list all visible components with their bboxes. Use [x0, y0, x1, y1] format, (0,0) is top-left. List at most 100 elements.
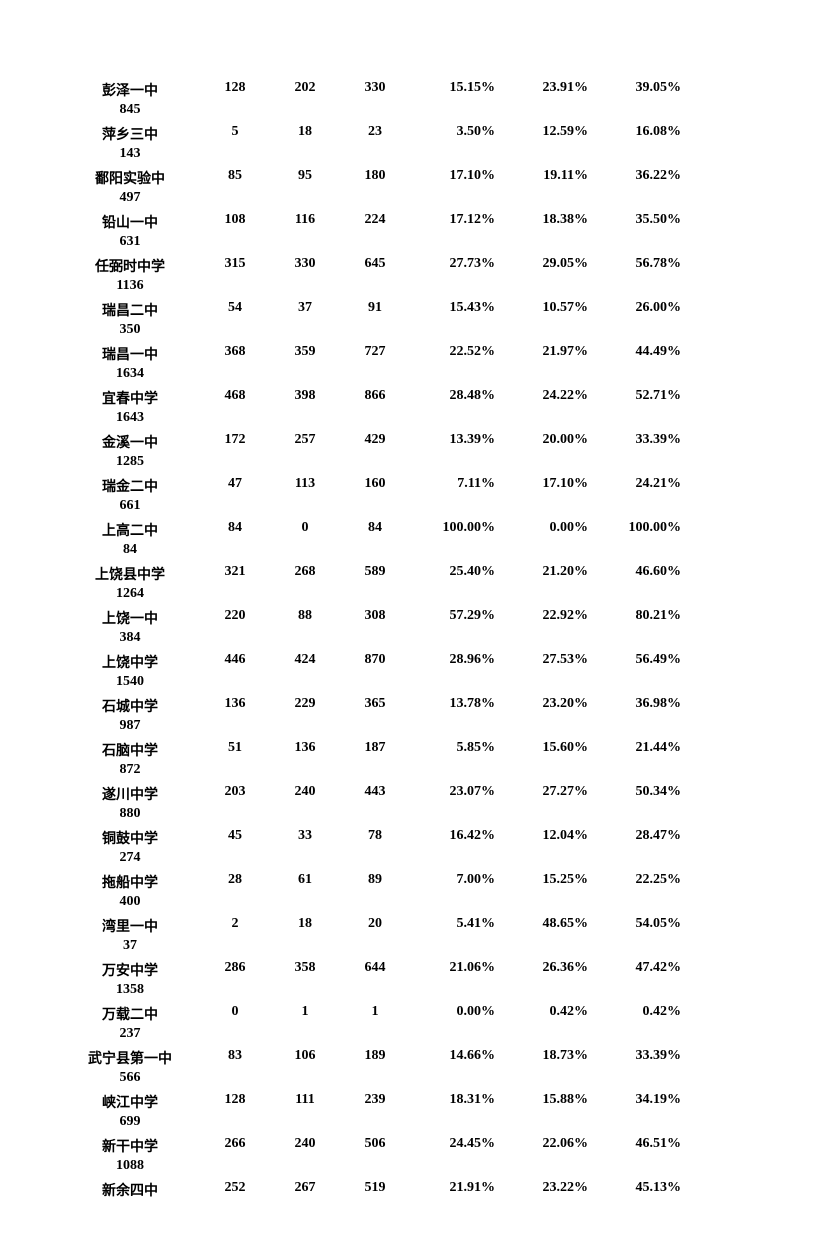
pct-p1: 7.11% — [410, 476, 503, 492]
value-c2: 33 — [270, 828, 340, 844]
pct-p1: 100.00% — [410, 520, 503, 536]
row-sub: 880 — [60, 806, 767, 822]
pct-p2: 0.00% — [503, 520, 596, 536]
school-name: 上饶一中 — [60, 608, 200, 628]
pct-p3: 21.44% — [596, 740, 689, 756]
table-row: 新余四中25226751921.91%23.22%45.13% — [60, 1180, 767, 1200]
pct-p3: 56.78% — [596, 256, 689, 272]
pct-p2: 18.73% — [503, 1048, 596, 1064]
pct-p1: 17.12% — [410, 212, 503, 228]
sub-value: 384 — [60, 630, 200, 646]
sub-value: 1088 — [60, 1158, 200, 1174]
value-c3: 644 — [340, 960, 410, 976]
value-c2: 257 — [270, 432, 340, 448]
row-main: 拖船中学2861897.00%15.25%22.25% — [60, 872, 767, 892]
pct-p2: 27.53% — [503, 652, 596, 668]
value-c3: 589 — [340, 564, 410, 580]
pct-p3: 26.00% — [596, 300, 689, 316]
table-row: 瑞金二中471131607.11%17.10%24.21%661 — [60, 476, 767, 514]
row-main: 石脑中学511361875.85%15.60%21.44% — [60, 740, 767, 760]
sub-value: 1358 — [60, 982, 200, 998]
pct-p1: 21.06% — [410, 960, 503, 976]
row-main: 铅山一中10811622417.12%18.38%35.50% — [60, 212, 767, 232]
pct-p1: 14.66% — [410, 1048, 503, 1064]
school-name: 铜鼓中学 — [60, 828, 200, 848]
value-c3: 870 — [340, 652, 410, 668]
row-main: 石城中学13622936513.78%23.20%36.98% — [60, 696, 767, 716]
sub-value: 400 — [60, 894, 200, 910]
value-c1: 468 — [200, 388, 270, 404]
table-row: 湾里一中218205.41%48.65%54.05%37 — [60, 916, 767, 954]
value-c3: 308 — [340, 608, 410, 624]
value-c2: 240 — [270, 1136, 340, 1152]
sub-value: 987 — [60, 718, 200, 734]
pct-p3: 33.39% — [596, 432, 689, 448]
value-c2: 267 — [270, 1180, 340, 1196]
row-main: 上饶一中2208830857.29%22.92%80.21% — [60, 608, 767, 628]
value-c3: 91 — [340, 300, 410, 316]
value-c1: 368 — [200, 344, 270, 360]
pct-p1: 15.15% — [410, 80, 503, 96]
pct-p2: 22.92% — [503, 608, 596, 624]
pct-p1: 13.78% — [410, 696, 503, 712]
row-main: 萍乡三中518233.50%12.59%16.08% — [60, 124, 767, 144]
pct-p2: 15.60% — [503, 740, 596, 756]
value-c2: 61 — [270, 872, 340, 888]
row-sub: 661 — [60, 498, 767, 514]
value-c3: 20 — [340, 916, 410, 932]
row-sub: 1088 — [60, 1158, 767, 1174]
pct-p3: 54.05% — [596, 916, 689, 932]
value-c3: 23 — [340, 124, 410, 140]
value-c3: 78 — [340, 828, 410, 844]
value-c3: 365 — [340, 696, 410, 712]
school-name: 遂川中学 — [60, 784, 200, 804]
row-main: 新干中学26624050624.45%22.06%46.51% — [60, 1136, 767, 1156]
pct-p3: 44.49% — [596, 344, 689, 360]
pct-p2: 27.27% — [503, 784, 596, 800]
school-name: 武宁县第一中 — [60, 1048, 200, 1068]
school-name: 石城中学 — [60, 696, 200, 716]
sub-value: 872 — [60, 762, 200, 778]
row-sub: 872 — [60, 762, 767, 778]
value-c3: 506 — [340, 1136, 410, 1152]
pct-p3: 52.71% — [596, 388, 689, 404]
value-c3: 180 — [340, 168, 410, 184]
school-name: 上饶中学 — [60, 652, 200, 672]
pct-p2: 48.65% — [503, 916, 596, 932]
value-c1: 315 — [200, 256, 270, 272]
row-main: 铜鼓中学45337816.42%12.04%28.47% — [60, 828, 767, 848]
row-sub: 1136 — [60, 278, 767, 294]
value-c1: 2 — [200, 916, 270, 932]
row-sub: 350 — [60, 322, 767, 338]
pct-p2: 0.42% — [503, 1004, 596, 1020]
school-name: 瑞金二中 — [60, 476, 200, 496]
value-c2: 268 — [270, 564, 340, 580]
value-c1: 5 — [200, 124, 270, 140]
sub-value: 1634 — [60, 366, 200, 382]
table-row: 新干中学26624050624.45%22.06%46.51% 1088 — [60, 1136, 767, 1174]
row-main: 湾里一中218205.41%48.65%54.05% — [60, 916, 767, 936]
value-c1: 136 — [200, 696, 270, 712]
pct-p3: 24.21% — [596, 476, 689, 492]
sub-value: 1540 — [60, 674, 200, 690]
table-row: 宜春中学46839886628.48%24.22%52.71%1643 — [60, 388, 767, 426]
row-sub: 1634 — [60, 366, 767, 382]
value-c2: 202 — [270, 80, 340, 96]
pct-p2: 12.04% — [503, 828, 596, 844]
pct-p1: 24.45% — [410, 1136, 503, 1152]
school-name: 鄱阳实验中 — [60, 168, 200, 188]
sub-value: 880 — [60, 806, 200, 822]
value-c1: 28 — [200, 872, 270, 888]
pct-p1: 22.52% — [410, 344, 503, 360]
value-c2: 37 — [270, 300, 340, 316]
row-main: 万载二中0110.00%0.42%0.42% — [60, 1004, 767, 1024]
school-name: 宜春中学 — [60, 388, 200, 408]
value-c3: 187 — [340, 740, 410, 756]
pct-p3: 28.47% — [596, 828, 689, 844]
value-c1: 172 — [200, 432, 270, 448]
row-sub: 84 — [60, 542, 767, 558]
row-sub: 274 — [60, 850, 767, 866]
value-c2: 1 — [270, 1004, 340, 1020]
value-c1: 266 — [200, 1136, 270, 1152]
pct-p2: 17.10% — [503, 476, 596, 492]
